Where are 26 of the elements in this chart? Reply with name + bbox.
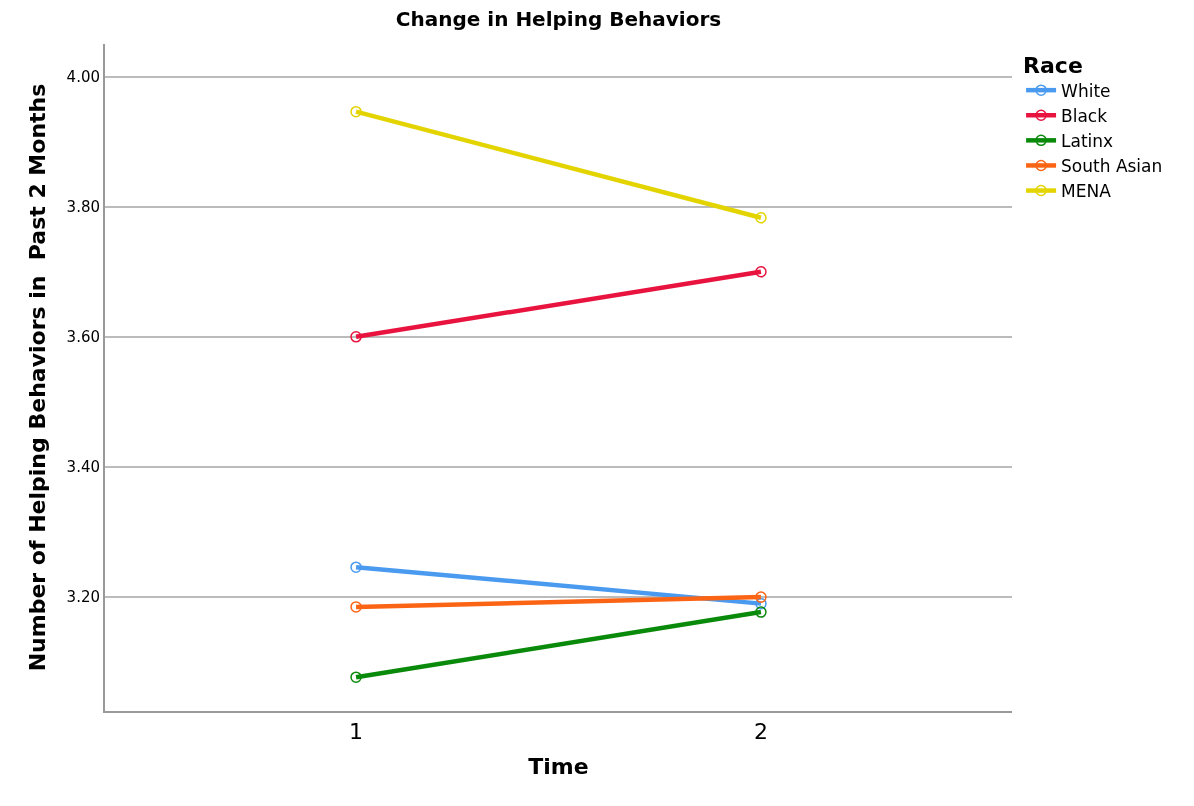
y-tick-label: 3.60: [66, 328, 100, 347]
point: [755, 591, 767, 603]
legend-title: Race: [1023, 52, 1083, 78]
legend-label: Black: [1061, 105, 1108, 126]
point: [755, 212, 767, 224]
x-tick-label: 1: [349, 719, 364, 745]
point: [350, 601, 362, 613]
point: [350, 671, 362, 683]
point: [755, 266, 767, 278]
x-axis-title: Time: [528, 753, 589, 779]
point: [350, 561, 362, 573]
legend-label: Latinx: [1061, 130, 1114, 151]
point: [755, 597, 767, 610]
y-axis-title: Number of Helping Behaviors in Past 2 Months: [24, 83, 50, 672]
point: [350, 105, 362, 118]
y-tick-label: 3.80: [66, 197, 100, 216]
x-tick-label: 2: [753, 719, 768, 745]
y-tick-label: 3.40: [66, 458, 100, 477]
legend-label: South Asian: [1061, 156, 1163, 177]
point: [350, 331, 362, 343]
legend-label: MENA: [1061, 181, 1112, 202]
legend-label: White: [1061, 80, 1111, 101]
y-tick-label: 4.00: [66, 67, 100, 86]
y-tick-label: 3.20: [66, 588, 100, 607]
chart-title: Change in Helping Behaviors: [395, 7, 722, 32]
point: [755, 606, 767, 618]
